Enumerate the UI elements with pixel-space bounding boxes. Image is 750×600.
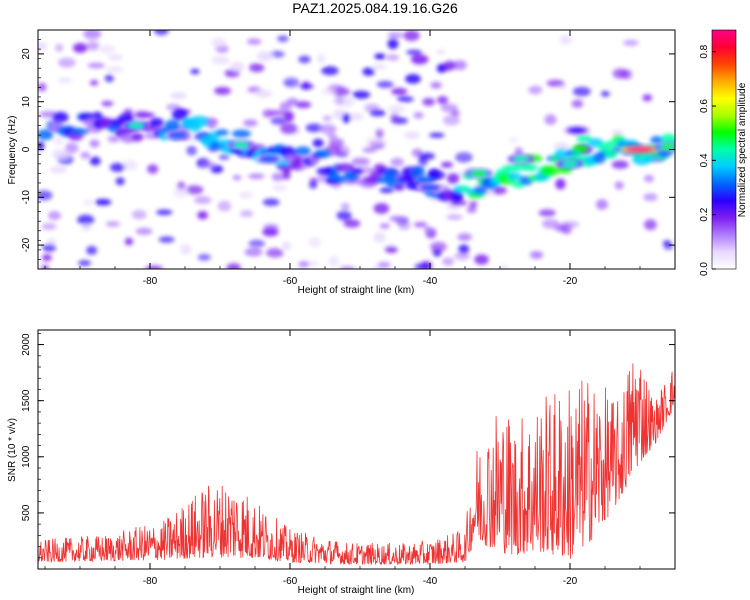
heatmap-xlabel: Height of straight line (km) xyxy=(298,285,415,296)
snr-xtick-label-0: -80 xyxy=(143,576,158,587)
colorbar-tick-label-0: 0.0 xyxy=(699,262,710,276)
heatmap-feature-5 xyxy=(465,168,493,179)
snr-frame xyxy=(37,329,676,570)
snr-xtick-label-1: -60 xyxy=(283,576,298,587)
snr-ytick-label-3: 2000 xyxy=(21,333,32,356)
snr-ytick-label-2: 1500 xyxy=(21,389,32,412)
heatmap-features xyxy=(122,120,675,193)
heatmap-ytick-label-4: -20 xyxy=(21,237,32,252)
heatmap-ytick-label-0: 20 xyxy=(21,48,32,60)
heatmap-ytick-label-1: 10 xyxy=(21,96,32,108)
colorbar xyxy=(711,29,737,270)
heatmap-xtick-label-2: -40 xyxy=(423,276,438,287)
snr-ytick-label-0: 500 xyxy=(21,504,32,521)
heatmap-feature-9 xyxy=(614,144,666,155)
heatmap-feature-7 xyxy=(556,158,584,169)
snr-series-line xyxy=(38,363,675,566)
snr-line-layer xyxy=(38,363,675,566)
snr-xtick-label-3: -20 xyxy=(563,576,578,587)
colorbar-tick-label-4: 0.8 xyxy=(699,44,710,58)
snr-ticks: -80 -60 -40 -20 500 1000 1500 2000 xyxy=(21,330,676,587)
colorbar-label: Normalized spectral amplitude xyxy=(737,82,748,217)
colorbar-tick-label-3: 0.6 xyxy=(699,99,710,113)
heatmap-layer xyxy=(38,30,675,269)
heatmap-feature-1 xyxy=(164,130,192,141)
heatmap-feature-0 xyxy=(122,120,150,131)
heatmap-feature-8 xyxy=(563,125,591,136)
snr-ylabel: SNR (10 * v/v) xyxy=(7,418,18,482)
heatmap-feature-2 xyxy=(227,139,255,150)
heatmap-feature-3 xyxy=(255,153,283,165)
heatmap-background-noise xyxy=(38,30,674,269)
heatmap-xtick-label-0: -80 xyxy=(143,276,158,287)
heatmap-feature-4 xyxy=(416,182,444,193)
heatmap-ytick-label-3: -10 xyxy=(21,190,32,205)
snr-ytick-label-1: 1000 xyxy=(21,445,32,468)
heatmap-xtick-label-3: -20 xyxy=(563,276,578,287)
colorbar-tick-label-2: 0.4 xyxy=(699,153,710,167)
snr-xlabel: Height of straight line (km) xyxy=(298,585,415,596)
colorbar-ticks: 0.0 0.2 0.4 0.6 0.8 xyxy=(699,44,716,276)
snr-xtick-label-2: -40 xyxy=(423,576,438,587)
heatmap-ytick-label-2: 0 xyxy=(21,146,32,152)
heatmap-ticks: -80 -60 -40 -20 20 10 0 -10 -20 xyxy=(21,29,676,287)
colorbar-tick-label-1: 0.2 xyxy=(699,207,710,221)
heatmap-feature-6 xyxy=(507,153,535,165)
heatmap-xtick-label-1: -60 xyxy=(283,276,298,287)
heatmap-feature-10 xyxy=(654,142,675,153)
chart-title: PAZ1.2025.084.19.16.G26 xyxy=(292,0,458,16)
heatmap-ylabel: Frequency (Hz) xyxy=(7,116,18,185)
